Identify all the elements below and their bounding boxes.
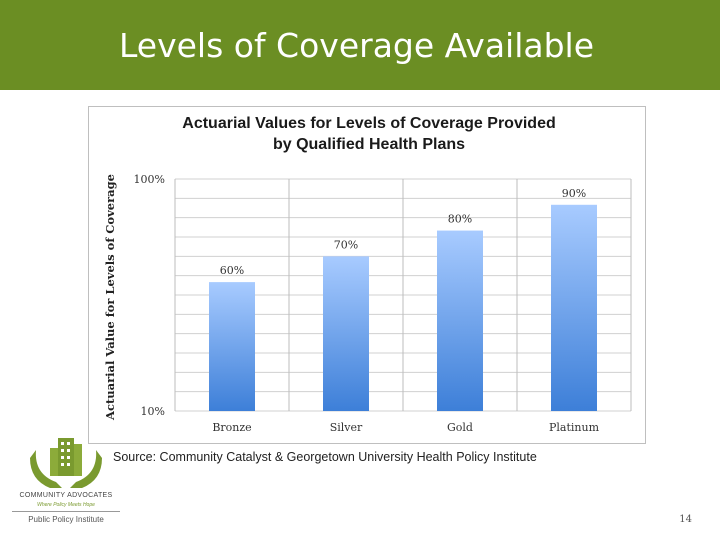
community-advocates-logo: COMMUNITY ADVOCATES Where Policy Meets H…	[6, 430, 126, 530]
chart-title-line-1: Actuarial Values for Levels of Coverage …	[182, 115, 555, 132]
data-label-platinum: 90%	[562, 187, 586, 200]
logo-tagline: Where Policy Meets Hope	[37, 502, 95, 508]
source-note: Source: Community Catalyst & Georgetown …	[113, 450, 537, 464]
title-bar: Levels of Coverage Available	[0, 0, 720, 90]
hands-building-icon	[30, 438, 102, 488]
bar-chart: Actuarial Values for Levels of Coverage …	[103, 115, 632, 434]
bar-bronze	[209, 282, 255, 411]
logo-divider	[12, 511, 120, 512]
bar-platinum	[551, 204, 597, 411]
chart-frame: Actuarial Values for Levels of Coverage …	[88, 106, 646, 444]
x-tick-label-gold: Gold	[447, 421, 473, 434]
x-tick-label-silver: Silver	[330, 421, 363, 434]
data-label-bronze: 60%	[220, 264, 244, 277]
data-label-silver: 70%	[334, 238, 358, 251]
logo-institute: Public Policy Institute	[28, 515, 104, 524]
chart-title-line-2: by Qualified Health Plans	[273, 136, 465, 153]
bar-gold	[437, 230, 483, 411]
x-tick-label-bronze: Bronze	[212, 421, 251, 434]
logo-name: COMMUNITY ADVOCATES	[19, 492, 113, 499]
y-tick-label: 10%	[141, 405, 165, 418]
y-tick-label: 100%	[134, 173, 165, 186]
data-label-gold: 80%	[448, 213, 472, 226]
slide-title: Levels of Coverage Available	[118, 26, 595, 65]
x-tick-label-platinum: Platinum	[549, 421, 600, 434]
bar-silver	[323, 256, 369, 411]
y-axis-label: Actuarial Value for Levels of Coverage	[103, 174, 117, 421]
page-number: 14	[679, 514, 692, 525]
